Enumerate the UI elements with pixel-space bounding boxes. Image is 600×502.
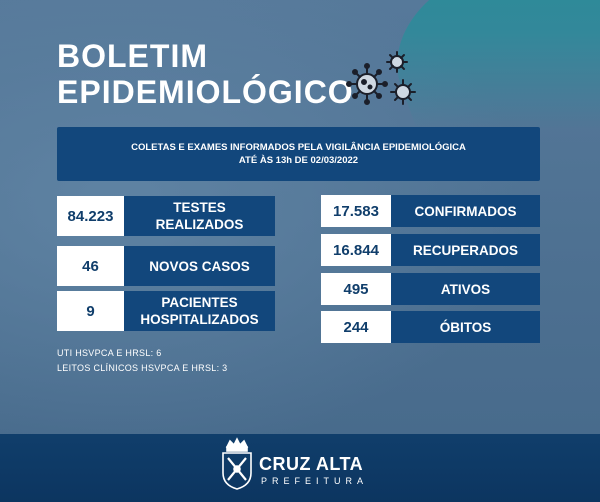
stat-value: 16.844 xyxy=(321,234,391,266)
title-line-2: EPIDEMIOLÓGICO xyxy=(57,74,354,110)
footer xyxy=(0,434,600,502)
stat-hospitalized: 9 PACIENTES HOSPITALIZADOS xyxy=(57,291,275,331)
stat-recovered: 16.844 RECUPERADOS xyxy=(321,234,540,266)
notes: UTI HSVPCA E HRSL: 6 LEITOS CLÍNICOS HSV… xyxy=(57,346,228,376)
stat-label: ATIVOS xyxy=(391,273,540,305)
note-icu: UTI HSVPCA E HRSL: 6 xyxy=(57,348,162,358)
stat-label-line-2: HOSPITALIZADOS xyxy=(140,312,259,327)
city-crest-icon xyxy=(222,437,252,490)
stat-tests: 84.223 TESTES REALIZADOS xyxy=(57,196,275,236)
title-line-1: BOLETIM xyxy=(57,38,208,74)
banner-line-1: COLETAS E EXAMES INFORMADOS PELA VIGILÂN… xyxy=(131,142,466,153)
virus-icon xyxy=(346,51,416,105)
note-clinical-beds: LEITOS CLÍNICOS HSVPCA E HRSL: 3 xyxy=(57,363,228,373)
banner-line-2: ATÉ ÀS 13h DE 02/03/2022 xyxy=(238,155,359,166)
stat-label: CONFIRMADOS xyxy=(391,195,540,227)
stat-value: 46 xyxy=(57,246,124,286)
stat-label-line-1: TESTES xyxy=(173,200,226,215)
stat-deaths: 244 ÓBITOS xyxy=(321,311,540,343)
info-banner: COLETAS E EXAMES INFORMADOS PELA VIGILÂN… xyxy=(57,127,540,181)
stat-label: TESTES REALIZADOS xyxy=(124,196,275,236)
stat-value: 244 xyxy=(321,311,391,343)
stat-active: 495 ATIVOS xyxy=(321,273,540,305)
stat-value: 495 xyxy=(321,273,391,305)
stat-value: 9 xyxy=(57,291,124,331)
stat-value: 84.223 xyxy=(57,196,124,236)
stat-new-cases: 46 NOVOS CASOS xyxy=(57,246,275,286)
stat-label: RECUPERADOS xyxy=(391,234,540,266)
footer-subtitle: PREFEITURA xyxy=(261,476,369,486)
footer-city-name: CRUZ ALTA xyxy=(259,454,364,474)
stat-label: ÓBITOS xyxy=(391,311,540,343)
stat-label-line-2: REALIZADOS xyxy=(155,217,244,232)
stat-value: 17.583 xyxy=(321,195,391,227)
stat-confirmed: 17.583 CONFIRMADOS xyxy=(321,195,540,227)
stat-label: PACIENTES HOSPITALIZADOS xyxy=(124,291,275,331)
stat-label: NOVOS CASOS xyxy=(124,246,275,286)
page-title: BOLETIM EPIDEMIOLÓGICO xyxy=(57,38,354,110)
stat-label-line-1: PACIENTES xyxy=(161,295,238,310)
